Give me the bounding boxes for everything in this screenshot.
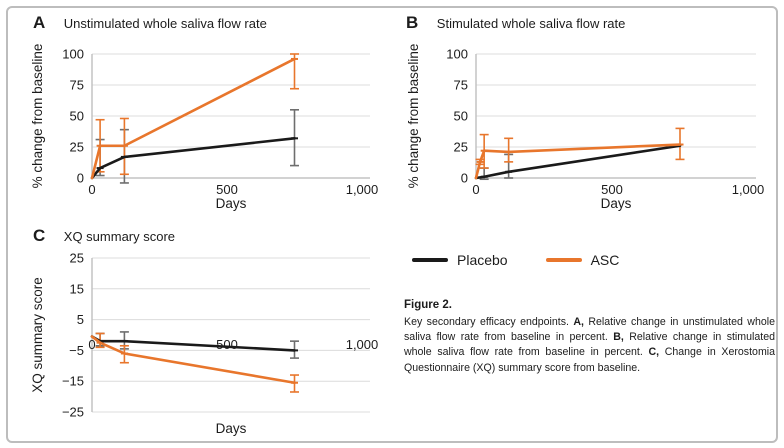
panel-a-header: A Unstimulated whole saliva flow rate bbox=[33, 13, 267, 33]
figure-caption: Figure 2. Key secondary efficacy endpoin… bbox=[404, 299, 775, 376]
svg-text:50: 50 bbox=[454, 109, 468, 124]
panel-a-title: Unstimulated whole saliva flow rate bbox=[63, 16, 267, 31]
panel-c-label: C bbox=[33, 226, 46, 245]
svg-text:75: 75 bbox=[70, 78, 84, 93]
svg-text:500: 500 bbox=[216, 182, 238, 197]
svg-text:25: 25 bbox=[454, 140, 468, 155]
asc-line-swatch bbox=[545, 258, 582, 262]
panel-a-label: A bbox=[33, 13, 46, 32]
svg-text:% change from baseline: % change from baseline bbox=[30, 44, 45, 189]
panel-b-label: B bbox=[406, 13, 419, 32]
chart-a-unstimulated-saliva: 0 25 50 75 100 0 500 1,000 Days % change from bas… bbox=[30, 44, 378, 211]
svg-text:−5: −5 bbox=[69, 343, 84, 358]
placebo-line-swatch bbox=[412, 258, 448, 262]
svg-text:1,000: 1,000 bbox=[346, 337, 378, 352]
svg-text:% change from baseline: % change from baseline bbox=[406, 44, 421, 189]
panel-c-title: XQ summary score bbox=[63, 229, 176, 244]
panel-b-title: Stimulated whole saliva flow rate bbox=[436, 16, 626, 31]
svg-text:Days: Days bbox=[601, 196, 632, 211]
legend-label-placebo: Placebo bbox=[457, 252, 508, 268]
svg-text:100: 100 bbox=[446, 47, 468, 62]
svg-text:25: 25 bbox=[70, 140, 84, 155]
figure-caption-title: Figure 2. bbox=[404, 299, 452, 311]
svg-text:500: 500 bbox=[216, 337, 238, 352]
svg-text:15: 15 bbox=[70, 281, 84, 296]
svg-text:0: 0 bbox=[472, 182, 479, 197]
svg-text:−25: −25 bbox=[62, 405, 84, 420]
svg-text:0: 0 bbox=[88, 337, 95, 352]
chart-b-stimulated-saliva: 0 25 50 75 100 0 500 1,000 Days % change from bas… bbox=[406, 44, 765, 211]
legend-item-placebo: Placebo bbox=[412, 252, 508, 268]
svg-text:1,000: 1,000 bbox=[346, 182, 378, 197]
svg-text:50: 50 bbox=[70, 109, 84, 124]
svg-text:75: 75 bbox=[454, 78, 468, 93]
svg-text:5: 5 bbox=[77, 312, 84, 327]
svg-text:0: 0 bbox=[461, 171, 468, 186]
svg-text:Days: Days bbox=[216, 421, 247, 436]
svg-text:XQ summary score: XQ summary score bbox=[30, 277, 45, 393]
svg-text:1,000: 1,000 bbox=[732, 182, 765, 197]
svg-text:0: 0 bbox=[88, 182, 95, 197]
legend-item-asc: ASC bbox=[545, 252, 620, 268]
svg-text:0: 0 bbox=[77, 171, 84, 186]
figure-border bbox=[6, 6, 778, 443]
svg-text:500: 500 bbox=[601, 182, 623, 197]
svg-text:Days: Days bbox=[216, 196, 247, 211]
chart-legend: Placebo ASC bbox=[412, 252, 619, 268]
panel-c-header: C XQ summary score bbox=[33, 226, 175, 246]
panel-b-header: B Stimulated whole saliva flow rate bbox=[406, 13, 625, 33]
svg-text:−15: −15 bbox=[62, 374, 84, 389]
chart-c-xq-summary-score: 25 15 5 −5 −15 −25 0 500 1,000 Days XQ summary sco… bbox=[30, 251, 378, 437]
svg-text:100: 100 bbox=[62, 47, 84, 62]
legend-label-asc: ASC bbox=[590, 252, 620, 268]
svg-text:25: 25 bbox=[70, 251, 84, 266]
figure-caption-body: Key secondary efficacy endpoints. A, Rel… bbox=[404, 316, 776, 374]
